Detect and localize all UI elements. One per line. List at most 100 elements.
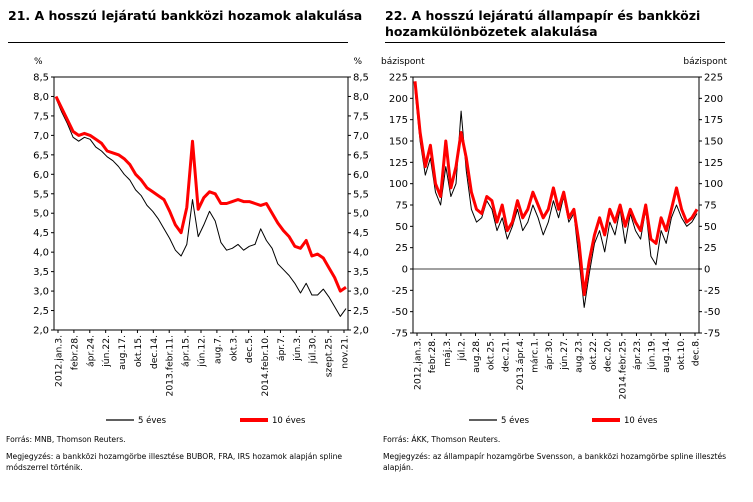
y-tick-label-left: 175 [389,115,408,126]
y-tick-label-left: 5,5 [33,189,49,200]
y-tick-label-left: 3,0 [33,287,49,298]
y-tick-label-left: 4,5 [33,228,49,239]
chart-title-line: 21. A hosszú lejáratú bankközi hozamok a… [8,8,363,23]
y-tick-label-right: -50 [704,307,720,318]
series-line-black [414,89,698,308]
y-tick-label-right: 200 [704,94,723,105]
x-tick-label: 2014.febr.10. [260,335,271,397]
right-axis-unit: bázispont [683,57,727,67]
chart-panel-22: 22. A hosszú lejáratú állampapír és bank… [377,0,753,502]
y-tick-label-left: 2,0 [33,326,49,337]
chart-title: 21. A hosszú lejáratú bankközi hozamok a… [8,8,363,43]
y-tick-label-left: 0 [402,265,408,276]
y-tick-label-left: 125 [389,158,408,169]
y-tick-label-right: 75 [704,201,717,212]
x-tick-label: máj.3. [442,338,453,367]
y-tick-label-right: 4,0 [353,248,369,259]
y-tick-label-left: 3,5 [33,267,49,278]
y-tick-label-left: 6,0 [33,170,49,181]
y-tick-label-left: 225 [389,73,408,84]
left-axis-unit: % [34,57,43,67]
series-line-black [55,98,347,317]
spread-chart: bázispont bázispont 225 225 200 200 175 175 150 1… [381,57,727,426]
y-tick-label-right: 0 [704,265,710,276]
legend-label: 5 éves [501,415,530,426]
x-tick-label: okt.15. [133,335,144,367]
x-tick-label: dec.20. [603,338,614,372]
title-underline [385,42,725,43]
y-tick-label-right: 3,5 [353,267,369,278]
y-tick-label-right: 150 [704,137,723,148]
x-tick-label: jún.12. [197,335,208,368]
x-tick-label: jún.3. [292,335,303,362]
x-tick-label: ápr.24. [85,335,96,367]
y-tick-label-left: -50 [392,307,408,318]
x-tick-label: okt.22. [588,338,599,370]
y-tick-label-right: 8,0 [353,92,369,103]
x-tick-label: nov.21. [340,335,351,369]
y-tick-label-right: 2,0 [353,326,369,337]
x-tick-label: 2013.ápr.4. [515,338,526,390]
y-tick-label-left: 50 [395,222,408,233]
y-tick-label-left: 4,0 [33,248,49,259]
legend-label: 5 éves [138,415,167,426]
x-tick-label: 2013.febr.11. [165,335,176,397]
x-tick-label: ápr.15. [181,335,192,367]
methodology-note: Megjegyzés: a bankközi hozamgörbe illesz… [6,452,343,472]
y-tick-label-left: 25 [395,243,408,254]
y-tick-label-right: 2,5 [353,306,369,317]
x-tick-label: dec.21. [500,338,511,372]
y-tick-label-right: 8,5 [353,73,369,84]
y-tick-label-right: 6,5 [353,150,369,161]
x-tick-label: 2012.jan.3. [54,335,65,387]
x-tick-label: aug.14. [661,338,672,373]
x-tick-label: aug.7. [212,335,223,364]
y-tick-label-right: 125 [704,158,723,169]
y-tick-label-right: 25 [704,243,717,254]
x-tick-label: júl.30. [308,335,319,364]
x-tick-label: febr.28. [69,335,80,370]
y-tick-label-right: 3,0 [353,287,369,298]
y-tick-label-right: 50 [704,222,717,233]
x-tick-label: ápr.30. [544,338,555,370]
y-tick-label-right: 5,0 [353,209,369,220]
y-tick-label-left: 200 [389,94,408,105]
y-tick-label-left: 5,0 [33,209,49,220]
plot-frame [412,76,700,334]
y-tick-label-left: -25 [392,286,408,297]
y-tick-label-left: 8,0 [33,92,49,103]
x-tick-label: okt.3. [228,335,239,361]
x-tick-label: 2012.jan.3. [413,338,424,390]
x-tick-label: febr.28. [427,338,438,373]
chart-title-line: 22. A hosszú lejáratú állampapír és bank… [385,8,701,23]
left-axis-unit: bázispont [381,57,425,67]
x-tick-label: dec.8. [691,338,702,366]
y-tick-label-right: 175 [704,115,723,126]
y-tick-label-left: 2,5 [33,306,49,317]
y-tick-label-left: 7,0 [33,131,49,142]
legend-label: 10 éves [624,415,658,426]
series-line-red [413,81,699,297]
source-note: Forrás: MNB, Thomson Reuters. [6,435,126,444]
y-tick-label-left: 7,5 [33,111,49,122]
chart-title-line: hozamkülönbözetek alakulása [385,24,598,39]
x-tick-label: ápr.23. [632,338,643,370]
title-underline [8,42,348,43]
y-tick-label-left: 150 [389,137,408,148]
x-tick-label: jún.19. [647,338,658,371]
x-tick-label: márc.1. [530,338,541,373]
series-line-red [54,95,347,293]
chart-panel-21: 21. A hosszú lejáratú bankközi hozamok a… [0,0,376,502]
x-tick-label: aug.17. [117,335,128,370]
x-tick-label: dec.14. [149,335,160,369]
x-tick-label: jún.22. [101,335,112,368]
y-tick-label-right: 225 [704,73,723,84]
y-tick-label-right: 6,0 [353,170,369,181]
x-tick-label: dec.5. [244,335,255,363]
right-axis-unit: % [353,57,362,67]
y-tick-label-right: -25 [704,286,720,297]
x-tick-label: jún.27. [559,338,570,371]
x-tick-label: okt.25. [486,338,497,370]
x-tick-label: aug.28. [471,338,482,373]
x-tick-label: szept.25. [324,335,335,377]
